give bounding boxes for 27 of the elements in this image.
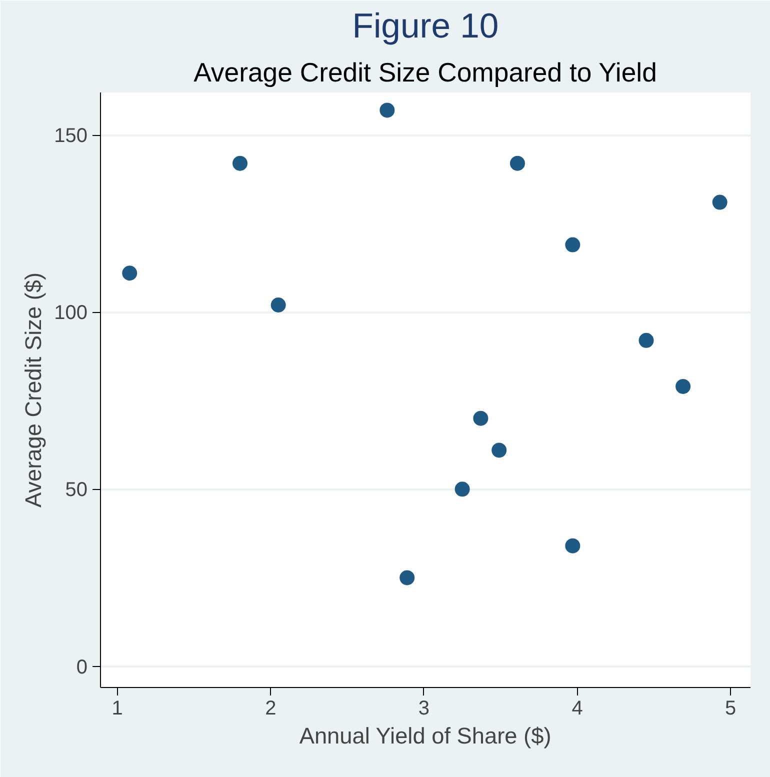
- point: [565, 538, 580, 554]
- x-tick-label: 2: [265, 698, 276, 720]
- point: [565, 237, 580, 252]
- y-tick-label: 0: [76, 656, 88, 678]
- y-axis-title: Average Credit Size ($): [20, 272, 46, 508]
- point: [492, 442, 507, 458]
- point: [122, 266, 138, 281]
- point: [400, 570, 415, 586]
- point: [232, 156, 248, 171]
- x-axis-title: Annual Yield of Share ($): [299, 722, 552, 748]
- point: [676, 378, 691, 394]
- point: [380, 102, 395, 118]
- point: [270, 298, 286, 312]
- chart-title: Figure 10: [352, 8, 499, 46]
- point: [454, 482, 470, 497]
- point: [712, 194, 728, 210]
- x-tick-label: 1: [112, 698, 123, 720]
- x-tick-label: 5: [725, 698, 736, 720]
- y-tick-label: 100: [54, 302, 88, 324]
- point: [638, 332, 654, 348]
- point: [473, 410, 488, 426]
- chart-subtitle: Average Credit Size Compared to Yield: [194, 58, 657, 88]
- y-tick-label: 50: [65, 479, 88, 502]
- x-tick-label: 3: [418, 698, 430, 720]
- y-tick-label: 150: [54, 125, 88, 147]
- x-tick-label: 4: [572, 698, 583, 720]
- point: [510, 156, 525, 171]
